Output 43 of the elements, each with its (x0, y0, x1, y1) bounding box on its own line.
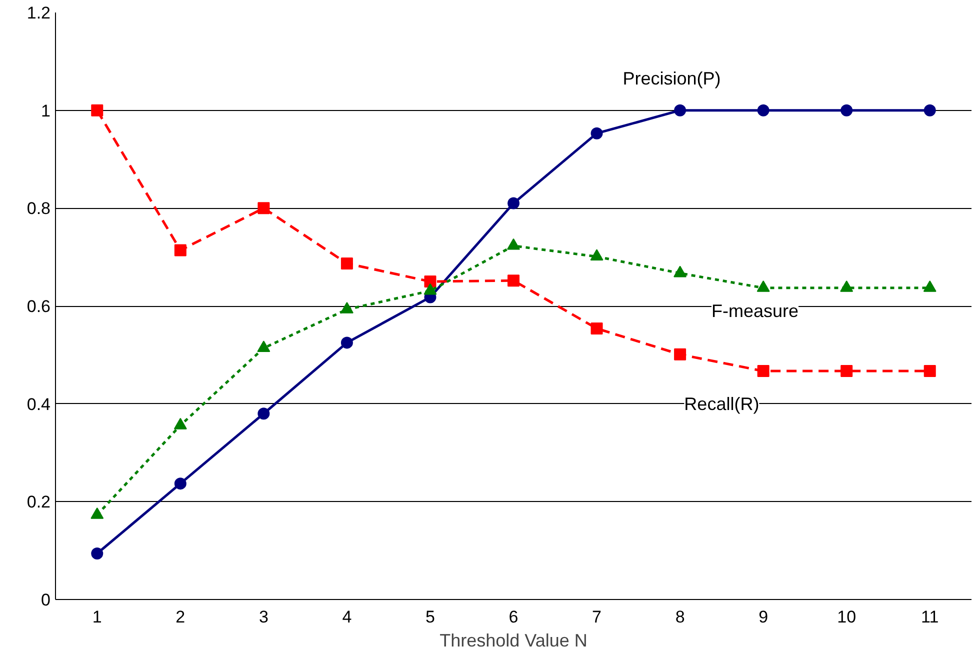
y-tick-label: 0.6 (26, 297, 51, 316)
point (508, 274, 520, 287)
x-tick-label: 5 (426, 608, 435, 626)
x-tick-label: 8 (675, 608, 685, 626)
series-label: Recall(R) (684, 394, 760, 414)
point (590, 127, 603, 140)
y-tick-label: 0.8 (26, 199, 51, 218)
x-tick-label: 3 (258, 608, 268, 626)
x-tick-label: 11 (921, 608, 939, 626)
y-tick-label: 1 (41, 101, 51, 120)
point (840, 104, 853, 116)
point (258, 202, 270, 214)
series-label: Precision(P) (622, 68, 721, 89)
point (674, 104, 686, 116)
x-tick-label: 7 (592, 608, 602, 626)
point (174, 478, 186, 490)
point (258, 408, 270, 420)
point (757, 365, 770, 378)
x-tick-label: 6 (508, 608, 518, 626)
y-tick-label: 0 (41, 590, 51, 610)
y-tick-label: 1.2 (26, 4, 51, 22)
point (91, 548, 104, 560)
point (757, 104, 770, 116)
x-tick-label: 1 (92, 608, 102, 626)
x-tick-label: 2 (176, 608, 186, 626)
x-tick-label: 10 (837, 608, 856, 626)
x-tick-label: 9 (758, 608, 768, 626)
x-tick-label: 4 (342, 608, 352, 626)
point (508, 197, 520, 210)
point (340, 336, 353, 349)
point (340, 257, 353, 270)
point (424, 276, 436, 288)
point (674, 348, 686, 360)
point (924, 365, 936, 378)
y-tick-label: 0.4 (26, 394, 51, 414)
x-axis-title: Threshold Value N (440, 630, 588, 650)
point (91, 104, 104, 116)
series-label: F-measure (711, 300, 799, 321)
point (840, 365, 853, 378)
point (174, 244, 186, 256)
y-tick-label: 0.2 (26, 492, 51, 512)
point (590, 322, 603, 334)
point (924, 104, 936, 116)
